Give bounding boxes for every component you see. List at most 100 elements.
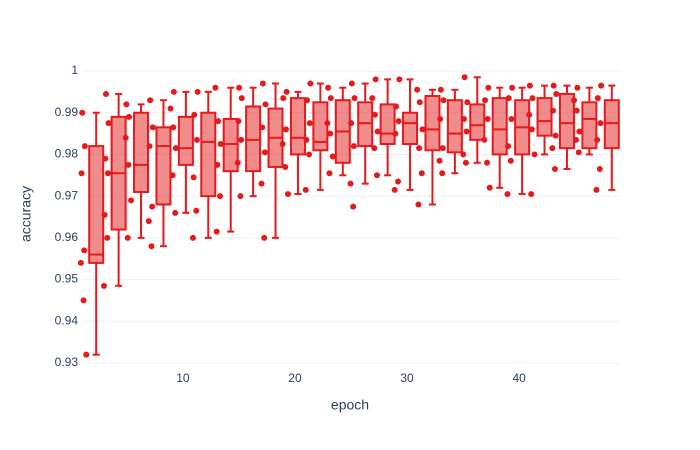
point	[324, 120, 331, 127]
point	[169, 172, 176, 179]
point	[149, 124, 156, 131]
point	[573, 136, 580, 143]
box	[177, 115, 194, 166]
point	[217, 193, 224, 200]
box	[603, 99, 620, 150]
point	[124, 234, 131, 241]
point	[262, 101, 269, 108]
point	[81, 247, 88, 254]
point	[552, 132, 559, 139]
point	[303, 136, 310, 143]
point	[462, 159, 469, 166]
y-axis-title: accuracy	[18, 186, 34, 242]
point	[439, 170, 446, 177]
point	[259, 124, 266, 131]
point	[574, 84, 581, 91]
point	[416, 99, 423, 106]
point	[463, 128, 470, 135]
point	[528, 191, 535, 198]
point	[505, 143, 512, 150]
point	[280, 95, 287, 102]
point	[350, 203, 357, 210]
x-tick-label: 20	[288, 371, 302, 385]
x-tick-label: 40	[512, 371, 526, 385]
point	[326, 170, 333, 177]
point	[325, 84, 332, 91]
point	[485, 84, 492, 91]
box	[446, 99, 463, 154]
point	[81, 143, 88, 150]
point	[549, 107, 556, 114]
point	[146, 143, 153, 150]
box	[88, 145, 105, 264]
point	[104, 234, 111, 241]
point	[128, 197, 135, 204]
point	[191, 111, 198, 118]
point	[194, 88, 201, 95]
y-tick-label: 0.97	[55, 188, 79, 202]
point	[126, 113, 133, 120]
point	[440, 97, 447, 104]
point	[347, 180, 354, 187]
point	[509, 84, 516, 91]
point	[237, 193, 244, 200]
point	[238, 136, 245, 143]
point	[170, 88, 177, 95]
point	[167, 105, 174, 112]
point	[549, 145, 556, 152]
point	[373, 172, 380, 179]
point	[125, 161, 132, 168]
point	[576, 128, 583, 135]
point	[306, 151, 313, 158]
box	[289, 97, 306, 156]
point	[439, 145, 446, 152]
y-tick-label: 0.95	[55, 272, 79, 286]
point	[371, 145, 378, 152]
box	[469, 103, 486, 141]
point	[391, 186, 398, 193]
box	[424, 95, 441, 152]
point	[507, 157, 514, 164]
point	[482, 97, 489, 104]
point	[235, 118, 242, 125]
point	[123, 101, 130, 108]
box	[558, 92, 575, 150]
point	[306, 120, 313, 127]
point	[101, 211, 108, 218]
point	[416, 145, 423, 152]
box	[312, 101, 329, 152]
point	[395, 118, 402, 125]
point	[396, 76, 403, 83]
box	[491, 97, 508, 156]
point	[190, 174, 197, 181]
point	[145, 218, 152, 225]
point	[104, 170, 111, 177]
point	[594, 95, 601, 102]
point	[122, 134, 129, 141]
point	[329, 153, 336, 160]
point	[504, 191, 511, 198]
box	[402, 111, 419, 146]
point	[327, 95, 334, 102]
point	[553, 90, 560, 97]
point	[571, 97, 578, 104]
point	[279, 141, 286, 148]
box	[245, 105, 262, 173]
point	[461, 74, 468, 81]
point	[259, 80, 266, 87]
point	[304, 97, 311, 104]
point	[282, 126, 289, 133]
point	[508, 115, 515, 122]
point	[531, 151, 538, 158]
y-tick-label: 1	[71, 63, 78, 77]
point	[102, 90, 109, 97]
box	[379, 103, 396, 146]
point	[79, 109, 86, 116]
point	[393, 103, 400, 110]
point	[529, 95, 536, 102]
point	[486, 184, 493, 191]
point	[415, 201, 422, 208]
box	[357, 101, 374, 148]
point	[348, 120, 355, 127]
